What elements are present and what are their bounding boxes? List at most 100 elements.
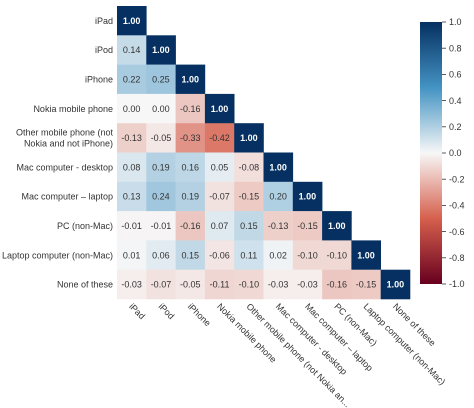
heatmap-cell	[204, 152, 235, 183]
heatmap-cell	[204, 240, 235, 270]
colorbar-tick-label: 1.0	[449, 17, 462, 27]
row-label: Nokia mobile phone	[33, 104, 113, 114]
colorbar-tick-label: 0.8	[449, 43, 462, 53]
cell-value-label: 0.05	[211, 162, 229, 172]
cell-value-label: 1.00	[211, 104, 229, 114]
cell-value-label: 1.00	[328, 221, 346, 231]
heatmap-cells	[117, 6, 411, 300]
cell-value-label: 0.15	[181, 250, 199, 260]
cell-value-label: -0.15	[297, 221, 318, 231]
row-label: Mac computer – laptop	[21, 192, 113, 202]
heatmap-cell	[146, 64, 176, 95]
colorbar-tick-label: -0.6	[449, 227, 465, 237]
heatmap-cell	[175, 123, 206, 153]
heatmap-cell	[292, 240, 323, 270]
cell-value-label: -0.07	[151, 280, 172, 290]
cell-value-label: 1.00	[387, 280, 405, 290]
cell-value-label: -0.15	[356, 280, 377, 290]
heatmap-cell	[146, 35, 176, 65]
row-labels: iPad iPod iPhone Nokia mobile phone Other mo…	[2, 16, 114, 290]
row-label: Mac computer - desktop	[16, 162, 113, 172]
colorbar-tick-label: 0.0	[449, 148, 462, 158]
cell-value-label: -0.10	[297, 250, 318, 260]
heatmap-cell	[263, 211, 294, 241]
cell-value-label: 1.00	[123, 16, 141, 26]
heatmap-cell	[175, 64, 206, 95]
cell-value-label: -0.10	[239, 280, 260, 290]
heatmap-cell	[292, 211, 323, 241]
colorbar-tick-label: 0.2	[449, 122, 462, 132]
heatmap-cell	[234, 269, 264, 300]
heatmap-cell	[146, 93, 176, 124]
cell-value-label: 0.13	[123, 192, 141, 202]
heatmap-value-labels: 1.00 0.14 1.00 0.22 0.25 1.00 0.00 0.00 -0.16 1.0…	[121, 16, 404, 290]
heatmap-cell	[351, 240, 381, 270]
heatmap-cell	[234, 152, 264, 183]
cell-value-label: -0.10	[326, 250, 347, 260]
heatmap-cell	[204, 181, 235, 212]
colorbar-tick-label: 0.6	[449, 70, 462, 80]
cell-value-label: -0.06	[209, 250, 230, 260]
heatmap-cell	[117, 269, 147, 300]
cell-value-label: 0.08	[123, 162, 141, 172]
cell-value-label: 0.24	[152, 192, 170, 202]
row-label: iPad	[95, 16, 113, 26]
heatmap-cell	[234, 181, 264, 212]
row-label: Laptop computer (non-Mac)	[2, 250, 113, 260]
heatmap-cell	[146, 152, 176, 183]
cell-value-label: -0.15	[239, 192, 260, 202]
row-label: iPhone	[85, 74, 113, 84]
heatmap-cell	[234, 211, 264, 241]
heatmap-cell	[234, 240, 264, 270]
cell-value-label: -0.05	[180, 280, 201, 290]
colorbar-tick-label: -0.2	[449, 174, 465, 184]
heatmap-cell	[175, 93, 206, 124]
cell-value-label: 0.00	[152, 104, 170, 114]
colorbar-tick-label: -0.8	[449, 253, 465, 263]
cell-value-label: -0.16	[326, 280, 347, 290]
heatmap-cell	[292, 269, 323, 300]
cell-value-label: 0.06	[152, 250, 170, 260]
heatmap-cell	[117, 181, 147, 212]
row-label: None of these	[57, 280, 113, 290]
heatmap-cell	[351, 269, 381, 300]
heatmap-cell	[146, 211, 176, 241]
cell-value-label: -0.42	[209, 133, 230, 143]
cell-value-label: -0.13	[121, 133, 142, 143]
cell-value-label: 1.00	[299, 192, 317, 202]
cell-value-label: 1.00	[152, 45, 170, 55]
heatmap-cell	[175, 269, 206, 300]
colorbar-tick-label: 0.4	[449, 96, 462, 106]
cell-value-label: 0.14	[123, 45, 141, 55]
heatmap-cell	[204, 211, 235, 241]
cell-value-label: -0.01	[121, 221, 142, 231]
column-label: iPad	[127, 301, 147, 321]
column-label: iPhone	[186, 301, 213, 328]
heatmap-cell	[204, 269, 235, 300]
column-label: iPod	[157, 301, 177, 321]
heatmap-cell	[117, 6, 147, 36]
heatmap-cell	[117, 35, 147, 65]
heatmap-cell	[117, 211, 147, 241]
cell-value-label: 0.11	[240, 250, 257, 260]
heatmap-cell	[146, 240, 176, 270]
colorbar-gradient	[420, 22, 442, 284]
cell-value-label: -0.08	[239, 162, 260, 172]
cell-value-label: -0.33	[180, 133, 201, 143]
cell-value-label: -0.07	[209, 192, 230, 202]
heatmap-cell	[117, 93, 147, 124]
heatmap-cell	[204, 93, 235, 124]
cell-value-label: 1.00	[269, 162, 287, 172]
column-label: Other mobile phone (not Nokia an...	[244, 301, 352, 408]
heatmap-cell	[322, 211, 352, 241]
heatmap-cell	[263, 269, 294, 300]
heatmap-cell	[322, 269, 352, 300]
row-label: Other mobile phone (not	[16, 128, 114, 138]
cell-value-label: 0.19	[152, 162, 170, 172]
heatmap-cell	[117, 123, 147, 153]
heatmap-cell	[175, 152, 206, 183]
colorbar-tick-label: -1.0	[449, 279, 465, 289]
heatmap-cell	[146, 123, 176, 153]
cell-value-label: -0.11	[210, 280, 230, 290]
